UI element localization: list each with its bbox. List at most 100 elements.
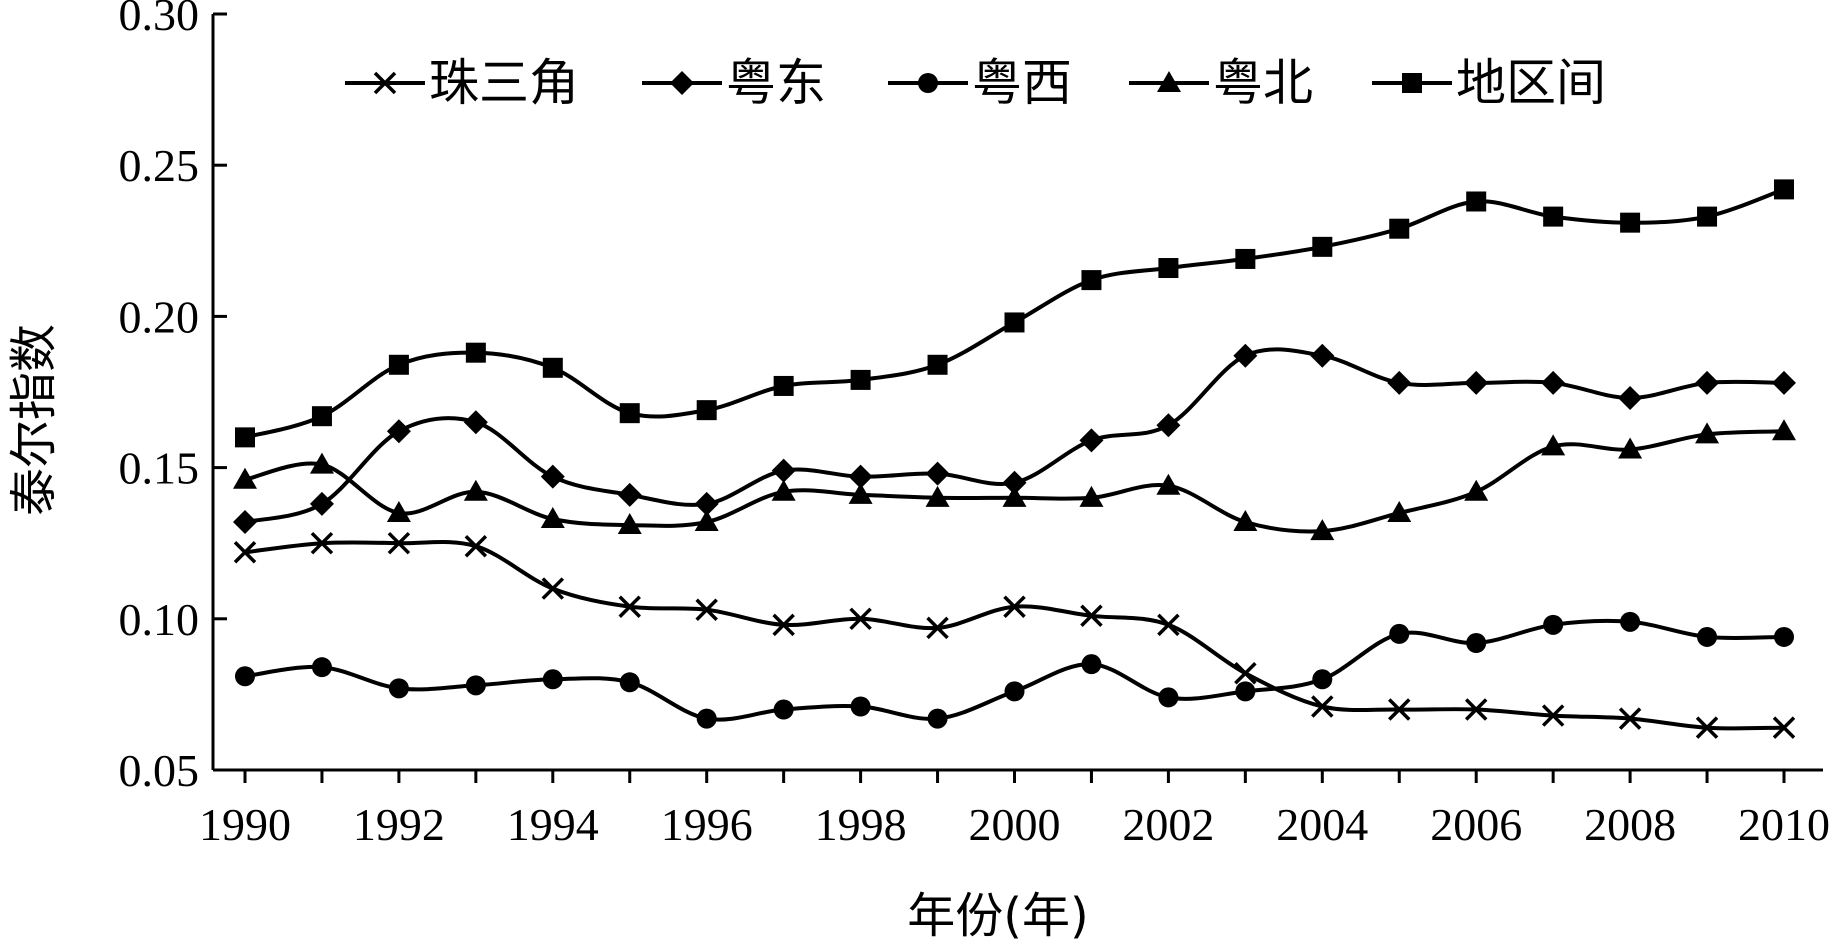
series-layer: [233, 179, 1796, 739]
data-point-square: [1004, 312, 1025, 333]
data-point-triangle: [694, 510, 719, 532]
legend-marker-diamond: [670, 71, 694, 95]
data-point-diamond: [848, 464, 873, 489]
data-point-diamond: [309, 491, 334, 516]
x-tick-label: 2002: [1122, 799, 1214, 850]
data-point-circle: [1312, 669, 1333, 690]
data-point-circle: [696, 708, 717, 729]
data-point-x: [1003, 595, 1026, 618]
data-point-diamond: [771, 458, 796, 483]
legend-marker-triangle: [1157, 71, 1181, 92]
data-point-triangle: [1233, 510, 1258, 532]
data-point-triangle: [463, 479, 488, 501]
data-point-triangle: [925, 485, 950, 507]
data-point-circle: [542, 669, 563, 690]
x-tick-label: 2004: [1276, 799, 1368, 850]
data-point-x: [1695, 716, 1719, 739]
data-point-square: [696, 400, 717, 421]
legend-label: 地区间: [1456, 54, 1606, 112]
data-point-x: [618, 595, 641, 618]
data-point-circle: [235, 666, 255, 687]
data-point-diamond: [540, 464, 565, 489]
x-tick-label: 1992: [353, 799, 445, 850]
data-point-circle: [850, 696, 871, 717]
data-point-diamond: [1079, 428, 1104, 453]
data-point-diamond: [386, 419, 411, 444]
data-point-triangle: [1002, 485, 1027, 507]
data-point-x: [1772, 716, 1796, 739]
data-point-x: [1157, 613, 1180, 637]
data-point-x: [1234, 661, 1257, 685]
data-point-triangle: [1079, 485, 1104, 507]
data-point-diamond: [1695, 370, 1720, 395]
data-point-square: [773, 375, 794, 396]
data-point-x: [1618, 707, 1642, 730]
legend-label: 粤西: [972, 54, 1072, 112]
data-point-triangle: [1541, 434, 1566, 456]
data-point-diamond: [1464, 370, 1489, 395]
data-point-x: [464, 534, 488, 558]
data-point-square: [311, 406, 332, 427]
data-point-circle: [773, 699, 794, 720]
data-point-square: [1620, 212, 1641, 233]
data-point-diamond: [1156, 413, 1181, 438]
x-tick-label: 2000: [969, 799, 1061, 850]
data-point-diamond: [1002, 470, 1027, 495]
data-point-triangle: [309, 452, 334, 474]
data-point-x: [849, 607, 872, 631]
data-point-diamond: [617, 482, 642, 507]
series-line-circle: [244, 618, 1785, 722]
y-tick-label: 0.30: [119, 0, 200, 40]
data-point-diamond: [1310, 343, 1335, 368]
data-point-triangle: [1310, 519, 1335, 541]
data-point-circle: [1389, 623, 1410, 644]
x-tick-label: 2008: [1584, 799, 1676, 850]
data-point-square: [235, 427, 255, 448]
data-point-diamond: [694, 491, 719, 516]
data-point-square: [1697, 206, 1718, 227]
data-point-square: [542, 357, 563, 378]
data-point-x: [695, 598, 718, 621]
data-point-diamond: [1618, 386, 1643, 411]
data-point-square: [1235, 248, 1256, 269]
data-point-x: [1464, 698, 1488, 721]
data-point-triangle: [617, 513, 642, 535]
data-point-x: [1311, 695, 1334, 718]
data-point-x: [310, 531, 334, 555]
data-point-triangle: [540, 507, 565, 529]
data-point-triangle: [848, 482, 873, 504]
data-point-triangle: [1772, 419, 1796, 441]
data-point-circle: [388, 678, 409, 699]
y-tick-label: 0.20: [119, 291, 200, 342]
data-point-circle: [619, 672, 640, 693]
series-circle: [235, 611, 1794, 729]
data-point-x: [233, 541, 257, 564]
series-x: [233, 531, 1796, 739]
y-tick-label: 0.10: [119, 594, 200, 645]
data-point-x: [926, 616, 949, 640]
data-point-triangle: [1387, 500, 1412, 522]
legend-item: 粤西: [888, 54, 1072, 112]
axes: 0.05 0.10 0.15 0.20 0.25 0.30 1990 1992 1994 1996…: [119, 0, 1831, 850]
legend-item: 珠三角: [345, 54, 579, 112]
x-tick-label: 1990: [199, 799, 291, 850]
y-axis-title: 泰尔指数: [6, 324, 62, 516]
data-point-triangle: [1618, 437, 1643, 459]
data-point-triangle: [1695, 422, 1720, 444]
data-point-square: [1158, 258, 1179, 279]
data-point-square: [1081, 270, 1102, 291]
legend-label: 粤东: [726, 54, 826, 112]
data-point-diamond: [1772, 370, 1796, 395]
x-tick-label: 1998: [815, 799, 907, 850]
data-point-circle: [1543, 614, 1564, 635]
data-point-diamond: [233, 510, 257, 535]
data-point-x: [1080, 604, 1103, 628]
data-point-square: [1389, 218, 1410, 239]
data-point-square: [1543, 206, 1564, 227]
data-point-square: [850, 369, 871, 390]
legend-marker-x: [373, 71, 397, 95]
data-point-circle: [465, 675, 486, 696]
data-point-diamond: [1387, 370, 1412, 395]
data-point-square: [927, 354, 948, 375]
